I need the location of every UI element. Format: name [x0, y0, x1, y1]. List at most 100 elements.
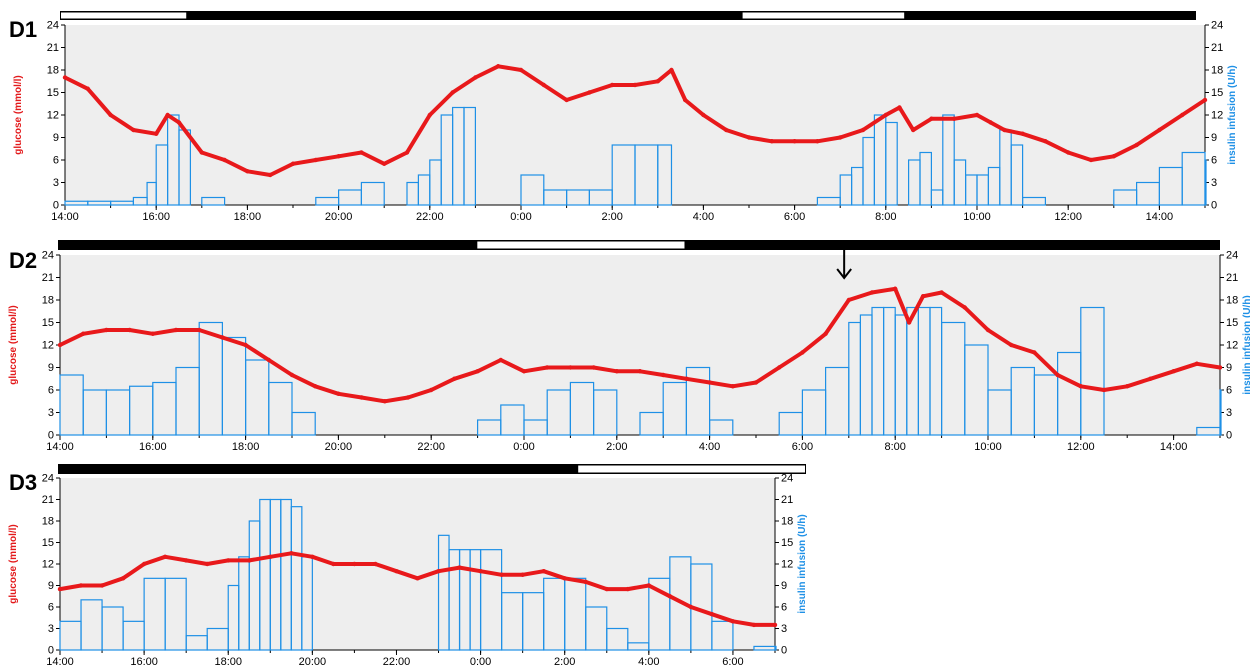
glucose-point	[667, 594, 673, 599]
y-tick-label-left: 15	[42, 537, 54, 549]
day-night-segment	[686, 241, 1219, 249]
insulin-bar	[657, 144, 673, 206]
glucose-point	[521, 369, 527, 374]
x-tick-label: 0:00	[510, 211, 531, 223]
glucose-point	[1002, 127, 1007, 133]
x-tick-label: 2:00	[601, 211, 622, 223]
x-tick-label: 4:00	[699, 441, 720, 453]
plot-area	[60, 478, 775, 650]
y-tick-label-right: 0	[1226, 430, 1232, 442]
y-tick-label-right: 21	[1226, 272, 1238, 284]
glucose-point	[247, 558, 252, 563]
y-axis-title-right: insulin infusion (U/h)	[797, 514, 808, 613]
glucose-point	[154, 131, 159, 136]
glucose-point	[415, 576, 420, 581]
y-tick-label-left: 21	[42, 494, 54, 506]
glucose-point	[1134, 142, 1139, 148]
glucose-point	[427, 112, 432, 118]
glucose-point	[591, 365, 596, 370]
day-night-segment	[59, 241, 476, 249]
glucose-point	[478, 568, 483, 574]
panel-title: D3	[9, 470, 37, 495]
chart-panel-d1: 0 0 3 3 6 6 9 9 12 12 15 15 18 18 21 21 24 24 14:00 16:00 18…	[8, 8, 1238, 223]
y-tick-label-left: 12	[42, 559, 54, 571]
insulin-bar	[1021, 196, 1046, 206]
glucose-point	[1217, 365, 1223, 370]
x-tick-label: 20:00	[299, 656, 327, 666]
glucose-point	[205, 561, 210, 567]
glucose-point	[336, 154, 341, 159]
glucose-point	[382, 399, 387, 404]
y-tick-label-right: 15	[1226, 317, 1238, 329]
y-tick-label-right: 3	[1226, 407, 1232, 419]
glucose-point	[730, 384, 735, 389]
insulin-bar	[291, 411, 316, 436]
x-tick-label: 4:00	[638, 656, 659, 666]
x-tick-label: 14:00	[1146, 211, 1174, 223]
y-tick-label-right: 9	[1226, 362, 1232, 374]
day-night-segment	[742, 12, 905, 19]
glucose-point	[709, 611, 715, 617]
glucose-point	[769, 139, 774, 144]
day-night-segment	[59, 465, 577, 473]
glucose-point	[614, 369, 619, 374]
y-tick-label-left: 24	[47, 20, 59, 32]
glucose-point	[173, 327, 179, 333]
y-tick-label-left: 9	[48, 580, 54, 592]
y-tick-label-left: 18	[47, 65, 59, 77]
glucose-point	[564, 97, 569, 103]
x-tick-label: 8:00	[884, 441, 905, 453]
insulin-bar	[774, 645, 777, 651]
y-tick-label-left: 21	[42, 272, 54, 284]
y-tick-label-left: 6	[53, 155, 59, 167]
glucose-point	[777, 365, 782, 370]
glucose-point	[222, 157, 227, 163]
glucose-point	[450, 90, 455, 95]
glucose-point	[625, 586, 630, 592]
plot-area	[60, 255, 1220, 435]
glucose-point	[929, 116, 934, 121]
glucose-point	[57, 342, 63, 348]
y-axis-title-left: glucose (mmol/l)	[8, 305, 19, 384]
glucose-point	[661, 372, 666, 378]
y-tick-label-right: 6	[1211, 155, 1217, 167]
glucose-point	[906, 320, 912, 325]
glucose-point	[1066, 150, 1071, 155]
glucose-point	[243, 342, 248, 348]
glucose-point	[518, 67, 524, 73]
glucose-point	[473, 75, 478, 80]
x-tick-label: 18:00	[234, 211, 262, 223]
glucose-point	[939, 290, 944, 295]
glucose-point	[1202, 97, 1208, 103]
y-tick-label-right: 15	[781, 537, 793, 549]
insulin-bar	[360, 181, 385, 206]
glucose-point	[1111, 154, 1117, 159]
glucose-point	[336, 391, 341, 396]
glucose-point	[1032, 350, 1037, 355]
insulin-bar	[1010, 144, 1024, 206]
insulin-bar	[1219, 389, 1222, 436]
glucose-point	[541, 82, 546, 88]
insulin-bar	[919, 151, 932, 206]
glucose-point	[746, 135, 752, 140]
glucose-point	[823, 331, 828, 336]
glucose-point	[197, 327, 202, 333]
glucose-point	[1171, 369, 1176, 374]
glucose-point	[104, 327, 109, 333]
glucose-point	[245, 169, 250, 174]
glucose-point	[730, 619, 736, 624]
glucose-point	[359, 150, 364, 155]
x-tick-label: 18:00	[232, 441, 260, 453]
glucose-point	[860, 127, 866, 133]
glucose-point	[610, 82, 615, 88]
y-tick-label-left: 3	[53, 177, 59, 189]
glucose-point	[289, 551, 294, 556]
y-tick-label-right: 3	[1211, 177, 1217, 189]
glucose-point	[176, 120, 182, 125]
x-tick-label: 8:00	[875, 211, 896, 223]
glucose-point	[632, 82, 638, 88]
glucose-point	[910, 127, 916, 133]
glucose-point	[496, 64, 501, 69]
x-tick-label: 2:00	[554, 656, 575, 666]
